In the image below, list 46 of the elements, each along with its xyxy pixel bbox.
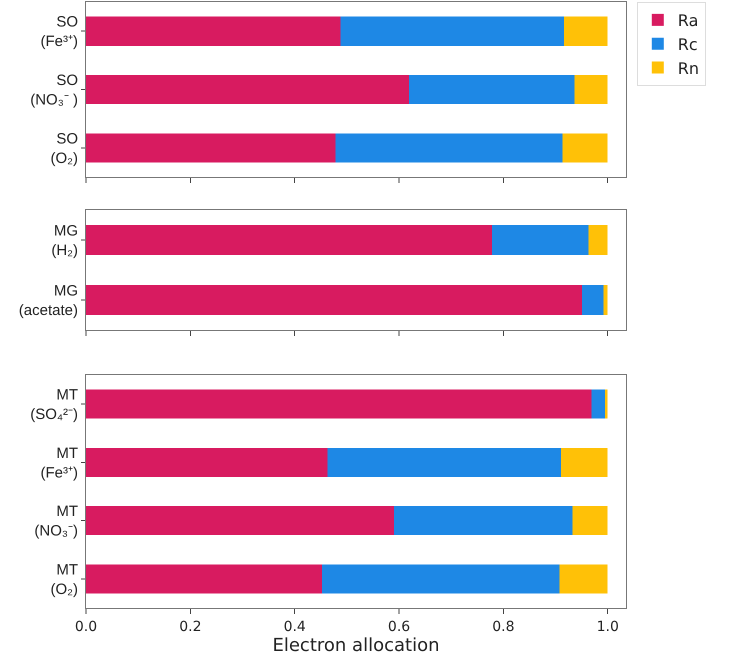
x-tick-label: 0.2 [179, 618, 202, 635]
bar [86, 285, 582, 315]
bar [328, 448, 561, 477]
bar [605, 390, 608, 419]
bar [86, 225, 492, 255]
y-tick-label: MT (SO₄²⁻) [30, 386, 78, 424]
y-tick-label: SO (NO₃⁻ ) [30, 72, 78, 108]
x-tick-label: 0.0 [74, 618, 98, 635]
bar [322, 564, 560, 594]
bar [562, 133, 608, 162]
x-tick-label: 1.0 [596, 618, 619, 635]
bar [86, 133, 336, 162]
y-tick-label: MG (acetate) [18, 282, 78, 319]
y-tick-label: SO (Fe³⁺) [40, 14, 78, 50]
bar [86, 74, 409, 104]
bar [564, 16, 608, 46]
y-tick-label: MT (O₂) [50, 561, 78, 598]
bar [86, 448, 328, 477]
y-tick-label: SO (O₂) [50, 130, 78, 167]
bar [408, 74, 574, 104]
y-tick-label: MG (H₂) [51, 222, 78, 259]
bar [588, 225, 608, 255]
x-tick-label: 0.6 [388, 618, 410, 635]
legend-label: Ra [678, 11, 698, 30]
x-tick-label: 0.8 [492, 618, 515, 635]
bar [86, 390, 592, 419]
legend-label: Rc [678, 34, 698, 54]
bar [592, 390, 606, 419]
bar [582, 285, 604, 315]
bar [335, 133, 562, 162]
bar [572, 506, 608, 536]
bar [340, 16, 564, 46]
bar [560, 448, 608, 477]
y-tick-label: MT (NO₃⁻) [34, 503, 78, 540]
bar [492, 225, 588, 255]
bar [604, 285, 608, 315]
bar [574, 74, 608, 104]
bar [86, 506, 394, 536]
bar [560, 564, 608, 594]
legend-label: Rn [678, 58, 700, 78]
bar [86, 564, 322, 594]
bar [86, 16, 341, 46]
x-axis-title: Electron allocation [272, 635, 440, 656]
x-tick-label: 0.4 [284, 618, 306, 635]
y-tick-label: MT (Fe³⁺) [40, 444, 78, 482]
bar [394, 506, 572, 536]
